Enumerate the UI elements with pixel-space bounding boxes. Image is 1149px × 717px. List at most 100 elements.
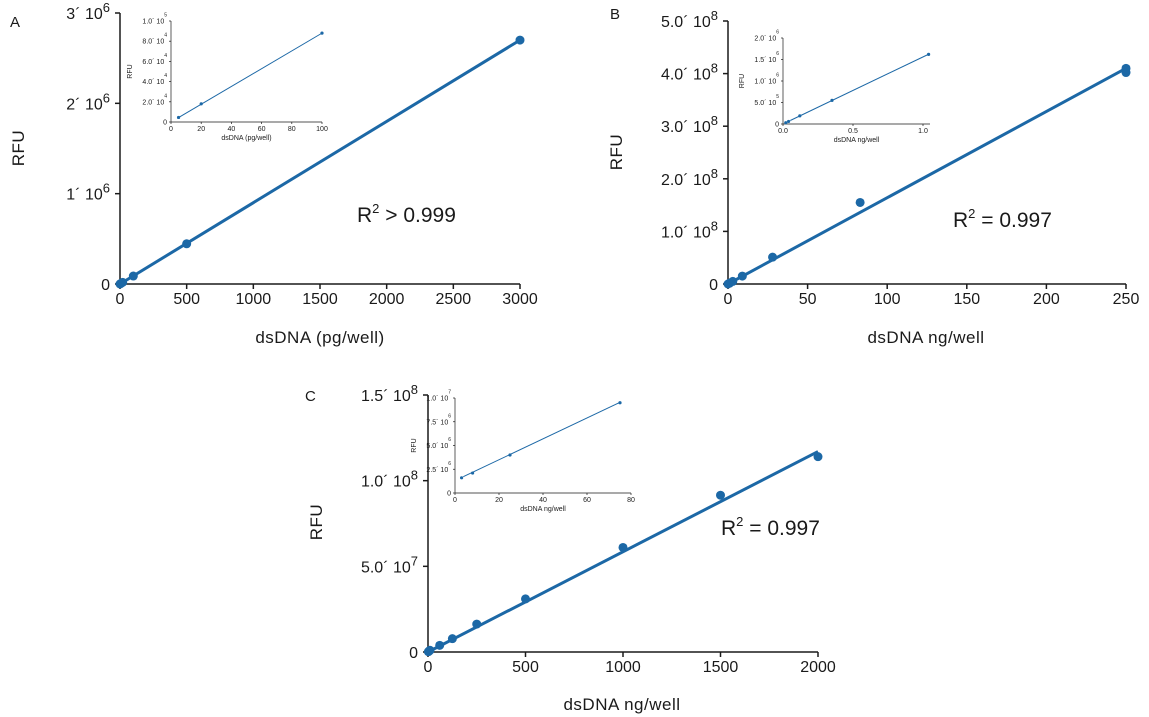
panel-a-inset-y-tick-label-exp: 4 — [164, 53, 167, 59]
panel-a-inset-x-tick-label: 60 — [258, 126, 266, 133]
panel-c-inset-data-point — [508, 453, 512, 457]
panel-c-y-tick-label-base: 1.5´ 10 — [361, 388, 411, 405]
panel-b-inset-data-point — [784, 121, 788, 125]
panel-b-inset-data-point — [830, 98, 834, 102]
panel-c-data-point — [435, 640, 445, 650]
panel-b-x-tick-label: 50 — [799, 291, 817, 308]
panel-b-y-tick-label-base: 5.0´ 10 — [661, 14, 711, 31]
panel-a-y-tick-label-exp: 6 — [103, 181, 110, 196]
panel-c-inset-x-axis-label: dsDNA ng/well — [520, 506, 566, 513]
panel-b-inset-y-tick-label-base: 0 — [775, 122, 779, 129]
panel-c-inset-y-tick-label: 0 — [447, 491, 451, 498]
panel-c-inset-y-axis-label: RFU — [411, 438, 418, 452]
panel-b-inset-y-tick-label-exp: 5 — [776, 94, 779, 100]
panel-a-data-point — [515, 35, 525, 45]
panel-b-y-tick-label-base: 0 — [709, 277, 718, 294]
panel-c-y-tick-label: 5.0´ 107 — [361, 553, 418, 576]
panel-c-inset-y-tick-label: 2.5´ 106 — [426, 461, 451, 474]
panel-a-inset-y-tick-label: 1.0´ 105 — [142, 13, 167, 26]
panel-c-inset-y-tick-label-base: 1.0´ 10 — [426, 396, 448, 403]
panel-c-y-tick-label-exp: 8 — [411, 468, 418, 483]
panel-c-y-axis-label: RFU — [307, 504, 326, 540]
panel-b-y-tick-label-base: 1.0´ 10 — [661, 224, 711, 241]
panel-b-inset-data-point — [787, 119, 791, 124]
panel-c-y-tick-label-exp: 7 — [411, 553, 418, 568]
panel-b-r-squared-exp: 2 — [968, 206, 975, 221]
panel-c-data-point — [521, 594, 530, 604]
panel-b-data-point — [728, 276, 738, 286]
panel-a-inset-y-tick-label: 8.0´ 104 — [142, 33, 167, 46]
panel-a-inset-x-tick-label: 0 — [169, 126, 173, 133]
panel-c-inset-y-tick-label: 1.0´ 107 — [426, 390, 451, 403]
panel-c-r-squared-prefix: R — [721, 517, 736, 540]
panel-c-inset-y-tick-label: 5.0´ 106 — [426, 437, 451, 450]
panel-c-x-tick-label: 1500 — [703, 659, 739, 676]
panel-a-inset-x-axis-label: dsDNA (pg/well) — [221, 135, 271, 142]
panel-b-inset-x-tick-label: 0.0 — [778, 128, 788, 135]
panel-c-y-tick-label: 1.0´ 108 — [361, 468, 418, 491]
panel-b-y-tick-label-base: 3.0´ 10 — [661, 119, 711, 136]
panel-b-y-tick-label: 5.0´ 108 — [661, 8, 718, 31]
panel-c-y-tick-label-base: 0 — [409, 645, 418, 662]
panel-c-data-point — [716, 490, 725, 500]
panel-a-inset-y-tick-label-base: 8.0´ 10 — [142, 39, 164, 46]
panel-b-inset-y-tick-label: 1.0´ 106 — [754, 73, 779, 86]
panel-c-x-axis-label: dsDNA ng/well — [563, 695, 680, 714]
panel-a-y-tick-label-base: 1´ 10 — [66, 187, 103, 204]
panel-b-inset-fit-line — [790, 53, 929, 121]
panel-a-y-axis-label: RFU — [9, 130, 28, 166]
panel-c-y-tick-label-exp: 8 — [411, 382, 418, 397]
panel-c-r-squared-annotation: R2 = 0.997 — [721, 514, 820, 540]
panel-b-inset-y-tick-label-base: 2.0´ 10 — [754, 36, 776, 43]
panel-b-data-point — [1121, 68, 1131, 78]
panel-b-inset-y-axis-label: RFU — [739, 74, 746, 88]
panel-b-data-point — [768, 252, 778, 262]
panel-c-y-tick-label: 1.5´ 108 — [361, 382, 418, 405]
panel-c-inset-y-tick-label-base: 2.5´ 10 — [426, 467, 448, 474]
panel-b-y-tick-label: 4.0´ 108 — [661, 61, 718, 84]
panel-c-x-tick-label: 0 — [424, 659, 433, 676]
panel-b-y-tick-label: 3.0´ 108 — [661, 113, 718, 136]
panel-c-x-tick-label: 500 — [512, 659, 539, 676]
panel-a-inset-y-tick-label-base: 1.0´ 10 — [142, 19, 164, 26]
panel-a-y-tick-label: 1´ 106 — [66, 181, 110, 204]
panel-b-data-point — [855, 197, 865, 207]
panel-a-inset-y-axis-label: RFU — [127, 64, 134, 78]
panel-a-y-tick-label-base: 3´ 10 — [66, 6, 103, 23]
panel-b-x-tick-label: 100 — [874, 291, 901, 308]
panel-a-inset-y-tick-label-exp: 4 — [164, 33, 167, 39]
panel-c-inset-y-tick-label: 7.5´ 106 — [426, 413, 451, 426]
panel-b-x-tick-label: 250 — [1113, 291, 1140, 308]
panel-a-data-point — [118, 277, 128, 287]
panel-b-x-tick-label: 0 — [724, 291, 733, 308]
panel-a-letter: A — [10, 14, 20, 31]
panel-b-y-tick-label-exp: 8 — [711, 8, 718, 23]
panel-b-fit-line — [727, 67, 1127, 286]
panel-c-inset-x-tick-label: 60 — [583, 497, 591, 504]
panel-a-x-axis-label: dsDNA (pg/well) — [255, 328, 384, 347]
panel-a-inset-y-tick-label: 0 — [163, 120, 167, 127]
panel-a-x-tick-label: 500 — [173, 291, 200, 308]
panel-b-inset-y-tick-label-base: 1.5´ 10 — [754, 57, 776, 64]
panel-a-inset-y-tick-label: 6.0´ 104 — [142, 53, 167, 66]
panel-a-x-tick-label: 1000 — [236, 291, 272, 308]
panel-b-inset-y-tick-label: 5.0´ 105 — [754, 94, 779, 107]
panel-a-inset-y-tick-label-base: 0 — [163, 120, 167, 127]
panel-b-inset-y-tick-label-exp: 6 — [776, 73, 779, 79]
panel-a-data-point — [182, 239, 192, 249]
panel-b-inset-y-tick-label: 1.5´ 106 — [754, 51, 779, 64]
panel-c-inset-x-tick-label: 80 — [627, 497, 635, 504]
panel-c-data-point — [472, 619, 482, 629]
panel-a-r-squared-annotation: R2 > 0.999 — [357, 201, 456, 227]
panel-a-x-tick-label: 0 — [116, 291, 125, 308]
panel-a-x-tick-label: 3000 — [502, 291, 538, 308]
panel-b-y-tick-label-exp: 8 — [711, 113, 718, 128]
panel-c-inset-fit-line — [463, 401, 621, 478]
panel-b-y-tick-label-base: 4.0´ 10 — [661, 67, 711, 84]
panel-c-inset-x-tick-label: 20 — [495, 497, 503, 504]
panel-b-y-tick-label: 2.0´ 108 — [661, 166, 718, 189]
panel-b-y-axis-label: RFU — [607, 134, 626, 170]
